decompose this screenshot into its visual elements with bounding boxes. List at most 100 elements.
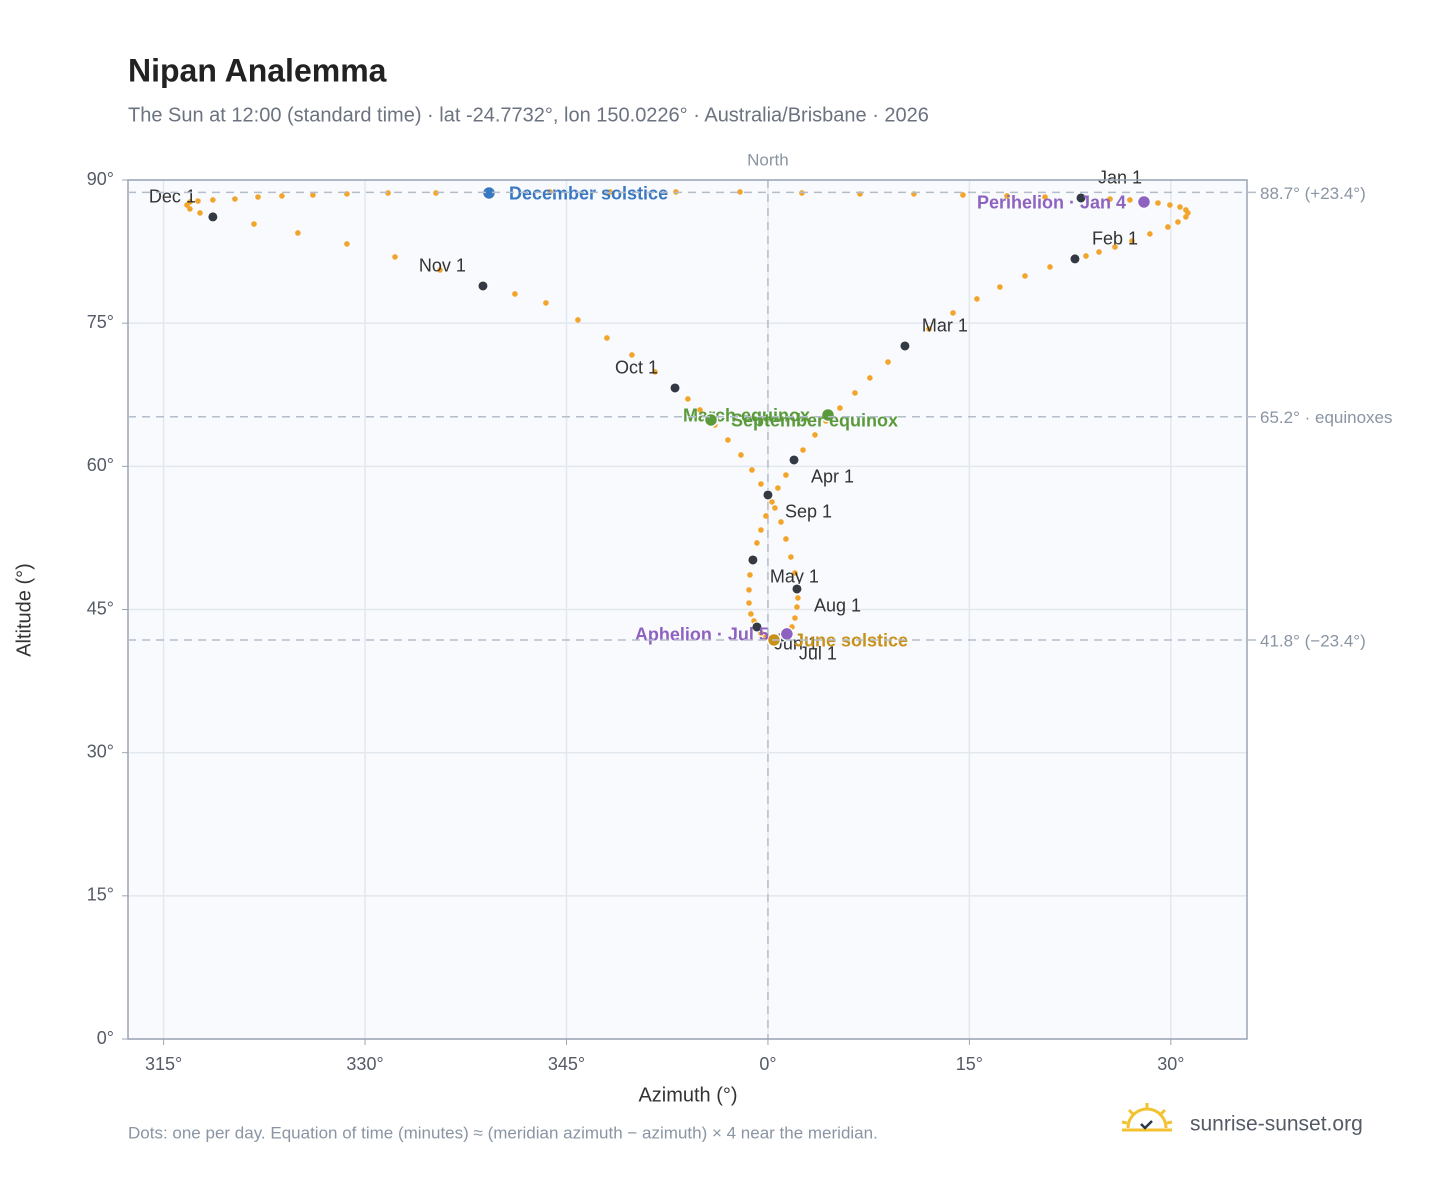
month-dot xyxy=(669,382,681,394)
daily-dot xyxy=(295,230,301,236)
daily-dot xyxy=(794,604,800,610)
daily-dot xyxy=(1112,244,1118,250)
daily-dot xyxy=(195,198,201,204)
daily-dot xyxy=(310,192,316,198)
daily-dot xyxy=(279,193,285,199)
month-dot xyxy=(788,454,800,466)
daily-dot xyxy=(385,190,391,196)
daily-dot xyxy=(652,369,658,375)
y-tick-label: 75° xyxy=(87,312,114,332)
daily-dot xyxy=(763,513,769,519)
daily-dot xyxy=(795,595,801,601)
chart-title: Nipan Analemma xyxy=(128,52,387,88)
y-tick-label: 0° xyxy=(97,1028,114,1048)
daily-dot xyxy=(685,396,691,402)
daily-dot xyxy=(437,267,443,273)
event-label: Aphelion · Jul 5 xyxy=(635,625,769,645)
daily-dot xyxy=(885,359,891,365)
daily-dot xyxy=(1167,202,1173,208)
daily-dot xyxy=(852,390,858,396)
daily-dot xyxy=(772,505,778,511)
daily-dot xyxy=(746,587,752,593)
daily-dot xyxy=(1096,249,1102,255)
daily-dot xyxy=(433,190,439,196)
y-tick-label: 45° xyxy=(87,598,114,618)
daily-dot xyxy=(926,326,932,332)
month-label: Mar 1 xyxy=(922,316,968,336)
daily-dot xyxy=(232,196,238,202)
daily-dot xyxy=(778,519,784,525)
chart-subtitle: The Sun at 12:00 (standard time) · lat -… xyxy=(128,104,929,126)
daily-dot xyxy=(747,572,753,578)
daily-dot xyxy=(1155,200,1161,206)
daily-dot xyxy=(867,375,873,381)
daily-dot xyxy=(1022,273,1028,279)
x-tick-label: 15° xyxy=(956,1054,983,1074)
reference-label: 65.2° · equinoxes xyxy=(1260,408,1393,427)
daily-dot xyxy=(604,335,610,341)
daily-dot xyxy=(1147,231,1153,237)
event-dot xyxy=(820,407,836,423)
event-dot xyxy=(1136,194,1152,210)
daily-dot xyxy=(792,615,798,621)
daily-dot xyxy=(512,291,518,297)
month-dot xyxy=(762,489,774,501)
x-tick-label: 330° xyxy=(346,1054,383,1074)
daily-dot xyxy=(950,310,956,316)
daily-dot xyxy=(737,189,743,195)
daily-dot xyxy=(1047,264,1053,270)
y-tick-label: 15° xyxy=(87,885,114,905)
month-label: Dec 1 xyxy=(149,187,196,207)
month-label: Aug 1 xyxy=(814,596,861,616)
daily-dot xyxy=(997,284,1003,290)
y-axis-title: Altitude (°) xyxy=(13,563,35,657)
daily-dot xyxy=(1177,204,1183,210)
event-label: Perihelion · Jan 4 xyxy=(977,193,1126,213)
daily-dot xyxy=(1175,219,1181,225)
daily-dot xyxy=(725,437,731,443)
daily-dot xyxy=(792,570,798,576)
daily-dot xyxy=(754,540,760,546)
daily-dot xyxy=(575,317,581,323)
daily-dot xyxy=(783,472,789,478)
month-label: May 1 xyxy=(770,567,819,587)
x-tick-label: 0° xyxy=(759,1054,776,1074)
daily-dot xyxy=(197,210,203,216)
event-dot xyxy=(703,412,719,428)
month-dot xyxy=(207,211,219,223)
event-dot xyxy=(779,626,795,642)
daily-dot xyxy=(697,407,703,413)
daily-dot xyxy=(1127,197,1133,203)
y-tick-label: 30° xyxy=(87,741,114,761)
reference-label: 88.7° (+23.4°) xyxy=(1260,184,1366,203)
month-dot xyxy=(477,280,489,292)
month-label: Sep 1 xyxy=(785,502,832,522)
daily-dot xyxy=(746,600,752,606)
daily-dot xyxy=(1042,194,1048,200)
month-dot xyxy=(899,340,911,352)
event-label: December solstice xyxy=(509,184,668,204)
event-label: June solstice xyxy=(794,631,908,651)
daily-dot xyxy=(769,499,775,505)
month-dot xyxy=(751,621,763,633)
month-label: Oct 1 xyxy=(615,358,658,378)
daily-dot xyxy=(960,192,966,198)
month-label: Nov 1 xyxy=(419,256,466,276)
daily-dot xyxy=(738,452,744,458)
daily-dot xyxy=(1165,224,1171,230)
month-label: Feb 1 xyxy=(1092,229,1138,249)
daily-dot xyxy=(210,197,216,203)
x-axis-title: Azimuth (°) xyxy=(638,1084,737,1106)
reference-label: 41.8° (−23.4°) xyxy=(1260,632,1366,651)
event-label: September equinox xyxy=(731,411,898,431)
y-tick-label: 90° xyxy=(87,169,114,189)
month-label: Jan 1 xyxy=(1098,168,1142,188)
daily-dot xyxy=(974,296,980,302)
daily-dot xyxy=(748,611,754,617)
daily-dot xyxy=(775,485,781,491)
daily-dot xyxy=(187,199,193,205)
month-label: Apr 1 xyxy=(811,467,854,487)
